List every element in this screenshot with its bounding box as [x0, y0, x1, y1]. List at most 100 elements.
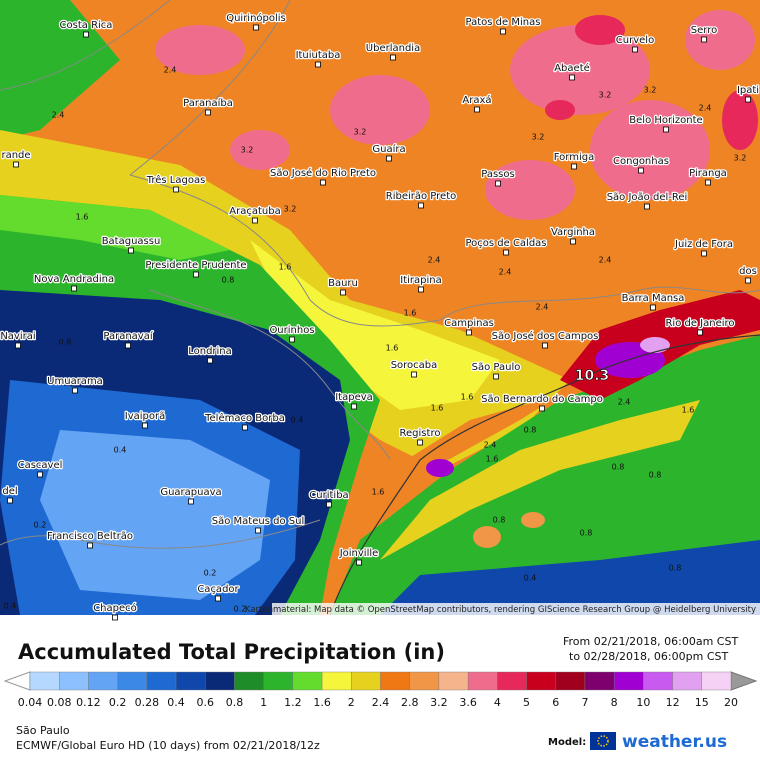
contour-label: 1.6 [386, 344, 399, 353]
contour-label: 2.4 [52, 111, 65, 120]
colorbar-label: 0.8 [226, 696, 244, 709]
colorbar-swatch [584, 671, 615, 691]
city-labels: Costa Rica Quirinópolis Patos de Minas C… [0, 11, 760, 621]
contour-label: 1.6 [372, 488, 385, 497]
city-marker [72, 387, 78, 394]
local-max [426, 459, 454, 477]
contour-label: 0.2 [204, 569, 217, 578]
city-marker [745, 96, 751, 103]
city-marker [37, 471, 43, 478]
contour-label: 0.8 [612, 463, 625, 472]
contour-label: 0.4 [291, 416, 304, 425]
city-label: Juiz de Fora [674, 239, 733, 250]
attribution-bg [272, 603, 760, 615]
contour-label: 2.4 [536, 303, 549, 312]
legend-title: Accumulated Total Precipitation (in) [18, 640, 445, 664]
city-label: Patos de Minas [466, 17, 541, 28]
city-marker [650, 304, 656, 311]
city-label: Londrina [188, 346, 232, 357]
colorbar-swatch [613, 671, 644, 691]
city-label: Varginha [551, 227, 595, 238]
model-label: Model: [548, 737, 586, 748]
colorbar-label: 10 [636, 696, 650, 709]
contour-label: 0.4 [4, 602, 17, 611]
city-label: Ribeirão Preto [386, 191, 456, 202]
colorbar-label: 7 [581, 696, 588, 709]
colorbar-label: 3.6 [459, 696, 477, 709]
local-max [473, 526, 501, 548]
colorbar-swatch [555, 671, 586, 691]
colorbar: 0.04 0.08 0.12 0.2 0.28 0.4 0.6 0.8 1 1.2 1.6 2 2.4 2… [3, 671, 758, 709]
city-marker [215, 595, 221, 602]
colorbar-swatch [29, 671, 60, 691]
city-label: Guarapuava [160, 487, 221, 498]
colorbar-label: 6 [552, 696, 559, 709]
city-marker [112, 614, 118, 621]
colorbar-label: 0.6 [197, 696, 215, 709]
city-marker [701, 250, 707, 257]
city-label: Paranaíba [183, 97, 233, 109]
city-label: del [2, 486, 17, 497]
city-label: Araçatuba [229, 206, 280, 217]
city-label: Rio de Janeiro [665, 318, 734, 329]
contour-label: 1.6 [461, 393, 474, 402]
period-to: to 02/28/2018, 06:00pm CST [569, 650, 728, 663]
city-marker [745, 277, 751, 284]
contour-label: 3.2 [532, 133, 545, 142]
city-label: Itirapina [400, 275, 441, 286]
contour-label: 1.6 [682, 406, 695, 415]
colorbar-label: 1 [260, 696, 267, 709]
contour-label: 0.8 [222, 276, 235, 285]
contour-label: 0.4 [114, 446, 127, 455]
colorbar-swatch [59, 671, 89, 691]
colorbar-swatch [321, 671, 352, 691]
colorbar-label: 4 [494, 696, 501, 709]
city-label: Sorocaba [391, 360, 438, 371]
colorbar-swatch [263, 671, 294, 691]
city-label: São José do Rio Preto [270, 167, 376, 179]
city-marker [539, 405, 545, 412]
city-marker [495, 180, 501, 187]
city-marker [255, 527, 261, 534]
colorbar-swatch [672, 671, 702, 691]
heavy-rain-areas [155, 10, 755, 220]
city-label: Umuarama [47, 376, 103, 387]
city-marker [474, 106, 480, 113]
contour-label: 2.4 [499, 268, 512, 277]
contour-label: 3.2 [734, 154, 747, 163]
city-marker [289, 336, 295, 343]
colorbar-label: 15 [695, 696, 709, 709]
city-marker [411, 371, 417, 378]
max-value-label: 10.3 [575, 368, 610, 384]
city-label: São Paulo [472, 362, 521, 373]
city-marker [705, 179, 711, 186]
max-core-inner [640, 337, 670, 353]
colorbar-swatch [117, 671, 148, 691]
city-marker [253, 24, 259, 31]
colorbar-high-arrow [730, 671, 758, 691]
city-marker [15, 342, 21, 349]
city-label: Ivaiporã [125, 411, 165, 422]
contour-label: 3.2 [644, 86, 657, 95]
brand-logo[interactable]: weather.us [622, 732, 727, 752]
model-run: ECMWF/Global Euro HD (10 days) from 02/2… [16, 739, 320, 752]
colorbar-label: 2.8 [401, 696, 419, 709]
contour-label: 2.4 [164, 66, 177, 75]
city-label: Formiga [554, 152, 594, 163]
contour-label: 1.6 [279, 263, 292, 272]
location: São Paulo [16, 724, 70, 737]
city-label: Campinas [444, 318, 494, 329]
period-from: From 02/21/2018, 06:00am CST [563, 635, 738, 648]
city-label: Joinville [339, 548, 379, 559]
city-label: Poços de Caldas [465, 238, 546, 249]
colorbar-swatch [526, 671, 556, 691]
contour-label: 2.4 [618, 398, 631, 407]
city-marker [569, 74, 575, 81]
city-marker [242, 424, 248, 431]
city-label: Registro [400, 428, 441, 439]
city-label: São Mateus do Sul [212, 516, 304, 527]
city-marker [173, 186, 179, 193]
contour-label: 3.2 [354, 128, 367, 137]
city-label: Ituiutaba [296, 50, 341, 61]
city-label: Paranavaí [103, 330, 153, 342]
